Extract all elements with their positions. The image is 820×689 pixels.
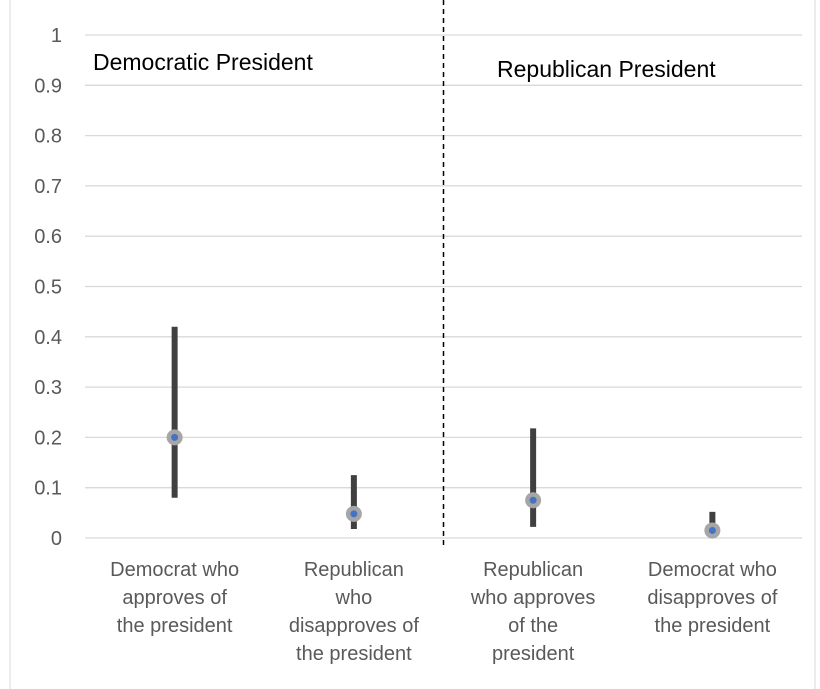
point-marker [529,496,537,504]
category-label-line: of the [508,615,558,637]
y-tick-label: 0.1 [34,478,62,500]
panel-label-democratic: Democratic President [93,49,313,75]
y-tick-label: 0 [51,528,62,550]
category-label-line: the president [296,643,412,665]
category-label-line: Democrat who [648,559,777,581]
panel-label-republican: Republican President [497,56,716,82]
y-tick-label: 0.3 [34,377,62,399]
category-label-line: president [492,643,575,665]
point-marker [171,433,179,441]
category-label-line: who approves [470,587,596,609]
category-label-line: Republican [304,559,404,581]
category-label-line: Republican [483,559,583,581]
category-label-line: Democrat who [110,559,239,581]
y-tick-label: 0.9 [34,75,62,97]
y-tick-label: 0.2 [34,427,62,449]
point-marker [708,526,716,534]
y-tick-label: 1 [51,25,62,47]
category-label-line: who [335,587,373,609]
category-label-line: disapproves of [289,615,420,637]
category-label-line: the president [117,615,233,637]
category-label-line: disapproves of [647,587,778,609]
category-label-line: approves of [122,587,227,609]
category-label-line: the president [655,615,771,637]
y-tick-label: 0.4 [34,327,62,349]
y-tick-label: 0.5 [34,277,62,299]
point-marker [350,510,358,518]
y-tick-label: 0.8 [34,126,62,148]
y-tick-label: 0.6 [34,226,62,248]
y-tick-label: 0.7 [34,176,62,198]
chart-frame [9,0,816,689]
